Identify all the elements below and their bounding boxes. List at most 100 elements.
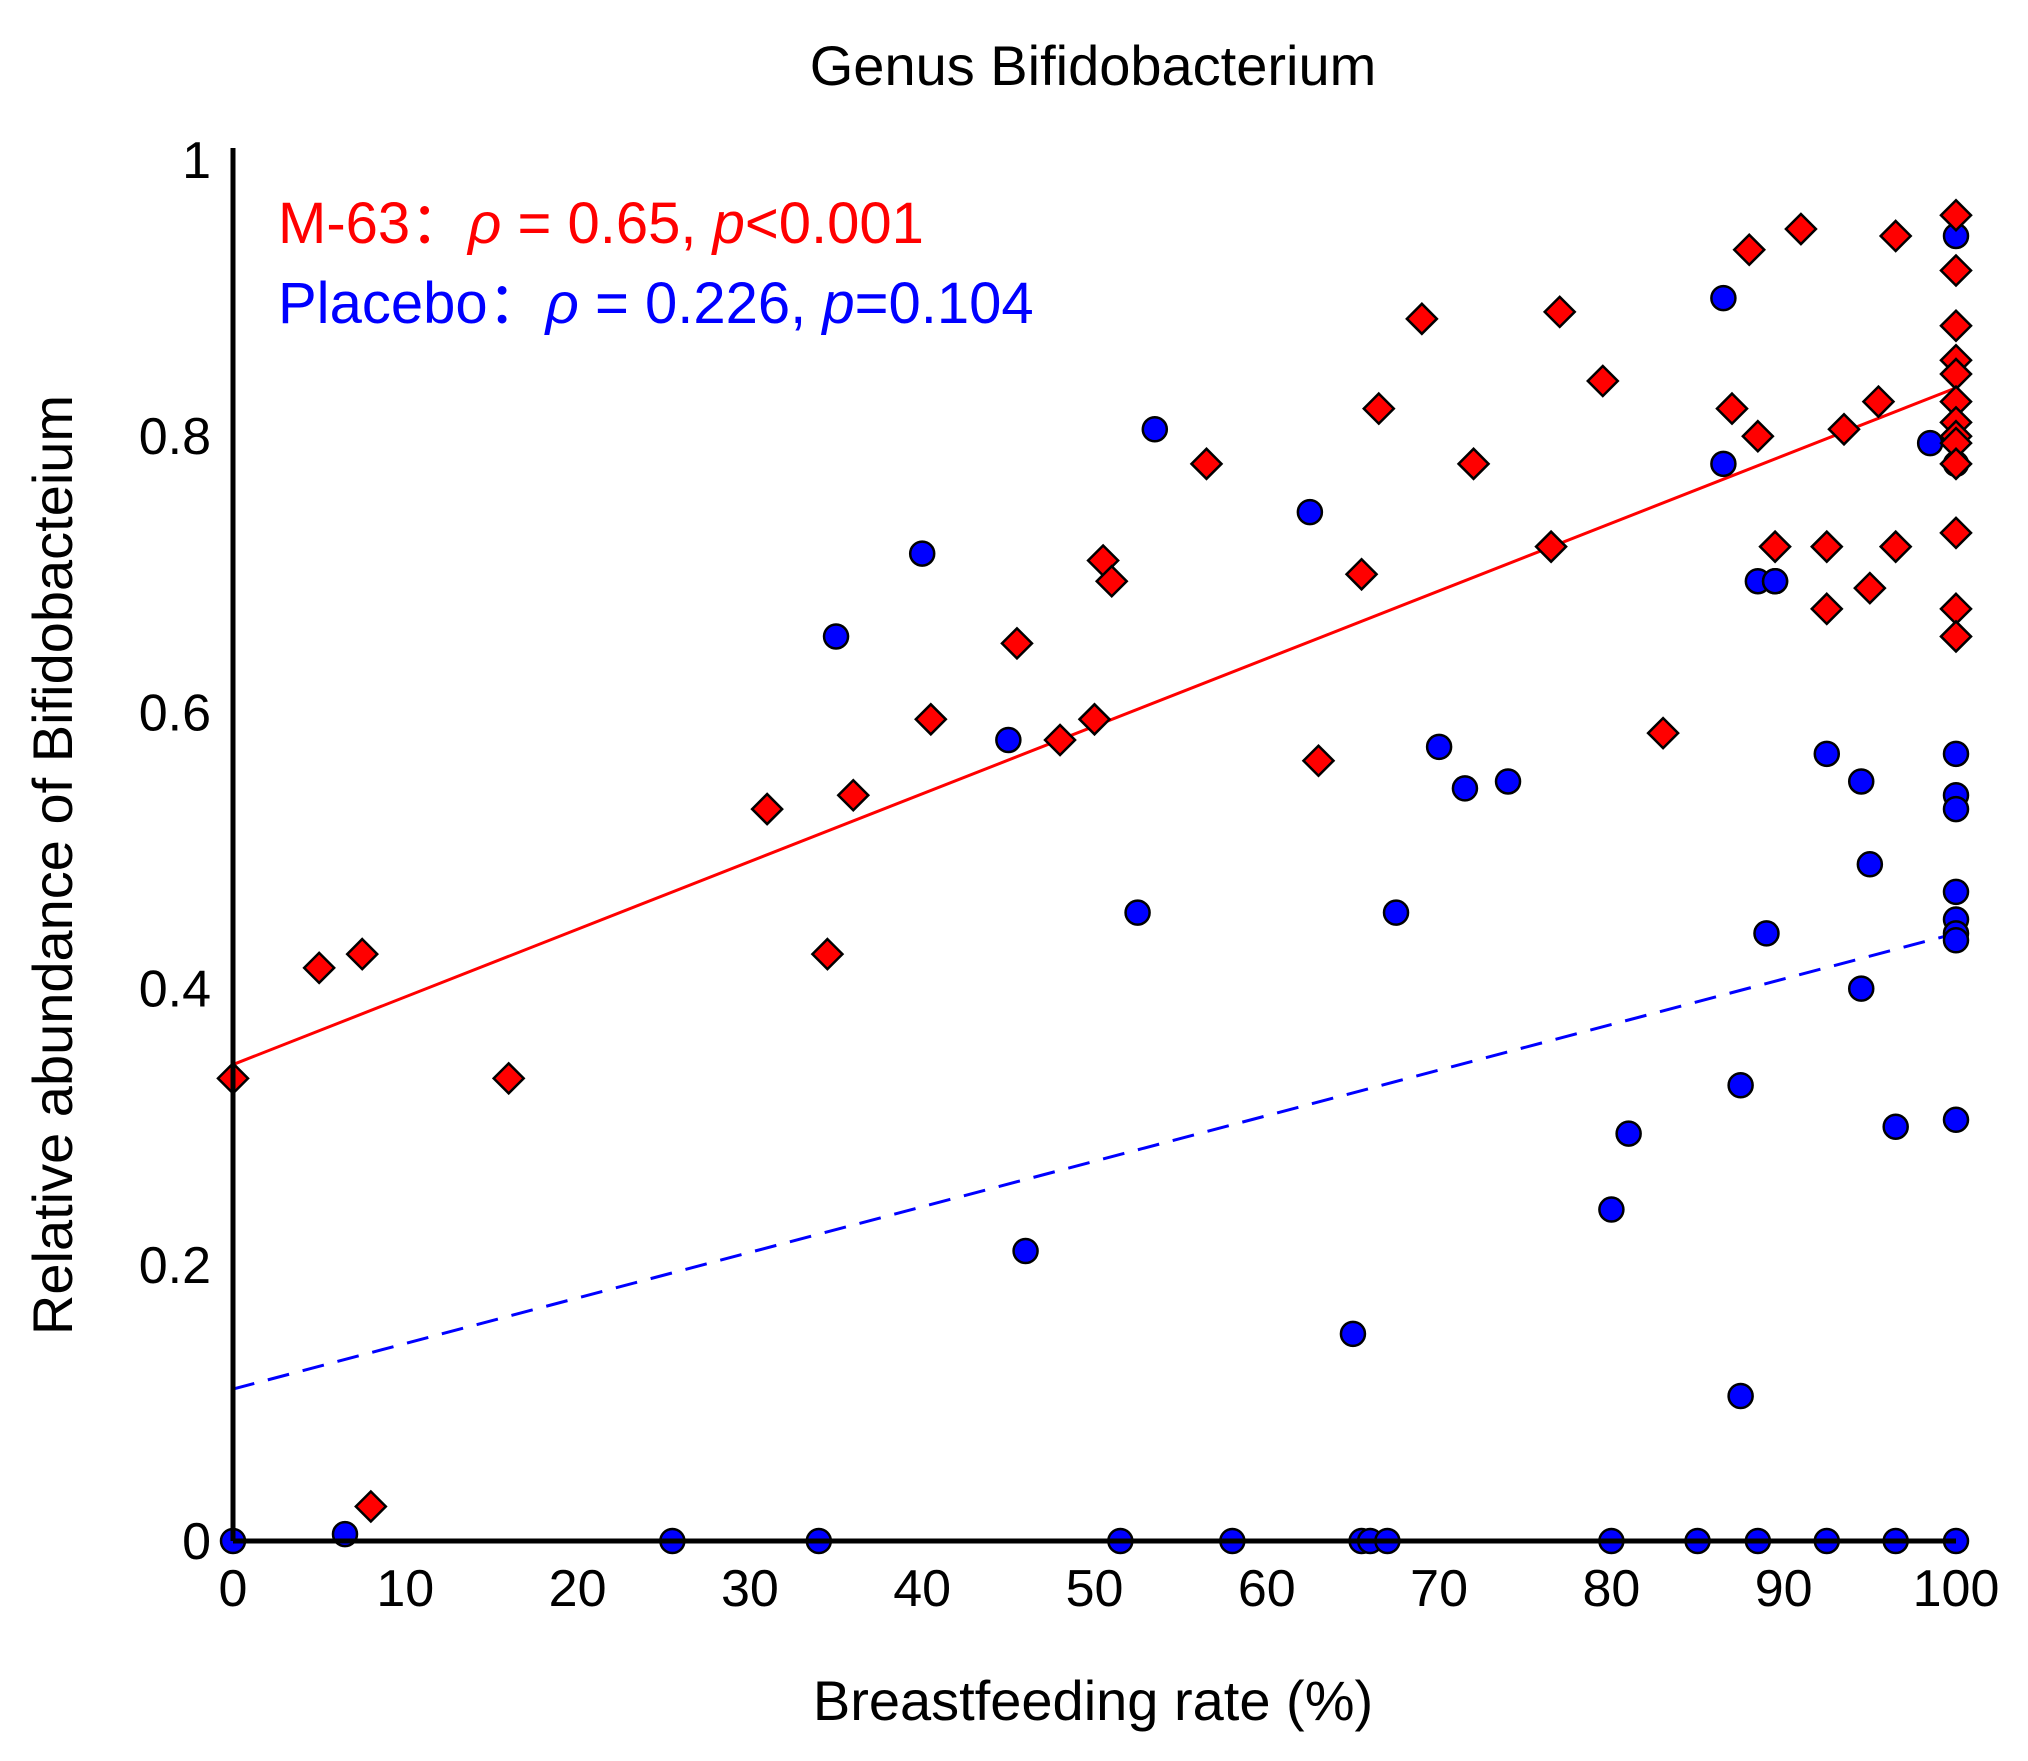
y-tick-label: 0.4 — [139, 961, 211, 1019]
placebo-point — [1494, 768, 1522, 795]
x-tick-label: 70 — [1410, 1560, 1468, 1618]
x-tick-label: 0 — [219, 1560, 248, 1618]
x-tick-label: 60 — [1238, 1560, 1296, 1618]
placebo-point — [908, 540, 936, 567]
y-tick-label: 0 — [182, 1513, 211, 1571]
annotation-m63-p-symbol: p — [711, 191, 745, 256]
placebo-point — [1382, 899, 1410, 926]
placebo-point — [1141, 416, 1169, 443]
m-63-point — [1094, 564, 1129, 598]
annotation-m63-rho-text: = 0.65, — [501, 191, 712, 256]
annotation-placebo-p-symbol: p — [820, 271, 854, 336]
m-63-point — [1542, 295, 1577, 329]
x-tick-label: 90 — [1755, 1560, 1813, 1618]
trend-line-placebo — [232, 931, 1957, 1391]
m-63-point — [1758, 529, 1792, 564]
m-63-point — [1000, 626, 1034, 661]
trend-lines — [232, 386, 1957, 1391]
m-63-point — [1861, 384, 1896, 419]
m-63-point — [1043, 723, 1077, 757]
y-tick-label: 0.2 — [139, 1237, 211, 1295]
chart-title: Genus Bifidobacterium — [810, 34, 1377, 97]
placebo-point — [1598, 1196, 1625, 1223]
m-63-point — [1853, 571, 1887, 605]
placebo-point — [1753, 920, 1780, 947]
m-63-point — [1939, 253, 1973, 288]
placebo-point — [1124, 899, 1151, 926]
m-63-point — [1077, 702, 1112, 737]
placebo-point — [1942, 795, 1970, 823]
m-63-point — [1827, 412, 1861, 447]
placebo-point — [1942, 927, 1970, 954]
m-63-point — [491, 1061, 526, 1096]
m-63-point — [1405, 302, 1439, 336]
m-63-point — [1810, 592, 1844, 626]
m-63-point — [1939, 198, 1973, 233]
placebo-point — [1296, 498, 1324, 526]
m-63-point — [1784, 212, 1818, 246]
y-tick-label: 0.8 — [139, 408, 211, 466]
x-tick-label: 10 — [376, 1560, 434, 1618]
m-63-point — [302, 951, 336, 985]
annotation-placebo-separator: ： — [488, 271, 546, 336]
placebo-point — [1727, 1072, 1754, 1099]
y-axis-ticks: 0 0.2 0.4 0.6 0.8 1 — [139, 132, 211, 1571]
y-axis-label: Relative abundance of Bifidobacteium — [21, 395, 84, 1335]
m-63-point — [1939, 592, 1973, 626]
placebo-point — [995, 726, 1022, 754]
placebo-point — [1727, 1382, 1754, 1410]
placebo-point — [1813, 740, 1841, 768]
m-63-point — [1344, 557, 1379, 592]
x-axis-ticks: 0 10 20 30 40 50 60 70 80 90 100 — [219, 1560, 2000, 1618]
annotation-m63-separator: ： — [410, 191, 468, 256]
m-63-point — [354, 1489, 388, 1524]
m-63-point — [1189, 447, 1224, 481]
placebo-point — [1451, 775, 1479, 802]
x-tick-label: 50 — [1066, 1560, 1124, 1618]
placebo-point — [1882, 1113, 1909, 1140]
annotation-placebo: Placebo：ρ = 0.226, p=0.104 — [278, 271, 1034, 336]
placebo-point — [1942, 878, 1970, 906]
m-63-point — [750, 792, 784, 826]
annotation-m63-rho-symbol: ρ — [466, 191, 501, 256]
m-63-point — [1715, 391, 1749, 426]
m-63-point — [1939, 308, 1973, 343]
annotation-m63-label: M-63 — [278, 191, 410, 256]
data-points — [216, 198, 1973, 1555]
x-tick-label: 20 — [549, 1560, 607, 1618]
m-63-point — [914, 702, 948, 737]
annotation-placebo-rho-symbol: ρ — [544, 271, 579, 336]
x-axis-label: Breastfeeding rate (%) — [813, 1669, 1373, 1732]
annotation-m63-p-text: <0.001 — [745, 191, 924, 256]
m-63-point — [345, 937, 379, 971]
m-63-point — [1362, 391, 1396, 426]
annotation-placebo-p-text: =0.104 — [855, 271, 1034, 336]
m-63-point — [1939, 619, 1973, 654]
m-63-point — [810, 937, 845, 971]
placebo-point — [1856, 851, 1884, 878]
m-63-point — [1456, 447, 1491, 481]
placebo-point — [1847, 768, 1875, 795]
placebo-point — [1615, 1120, 1642, 1147]
m-63-point — [1939, 516, 1973, 550]
placebo-point — [1916, 429, 1944, 457]
x-tick-label: 40 — [893, 1560, 951, 1618]
placebo-point — [1710, 284, 1737, 312]
x-tick-label: 80 — [1582, 1560, 1640, 1618]
m-63-point — [1301, 743, 1336, 778]
placebo-point — [822, 623, 850, 650]
m-63-point — [1939, 447, 1973, 481]
x-tick-label: 100 — [1913, 1560, 2000, 1618]
annotation-placebo-rho-text: = 0.226, — [579, 271, 822, 336]
annotation-m63: M-63：ρ = 0.65, p<0.001 — [278, 191, 924, 256]
m-63-point — [1586, 364, 1620, 398]
m-63-point — [1646, 716, 1680, 750]
x-tick-label: 30 — [721, 1560, 779, 1618]
m-63-point — [836, 778, 871, 813]
y-tick-label: 1 — [182, 132, 211, 190]
m-63-point — [1741, 419, 1775, 453]
m-63-point — [1878, 219, 1913, 253]
placebo-point — [1942, 1106, 1970, 1134]
placebo-point — [1847, 975, 1875, 1002]
